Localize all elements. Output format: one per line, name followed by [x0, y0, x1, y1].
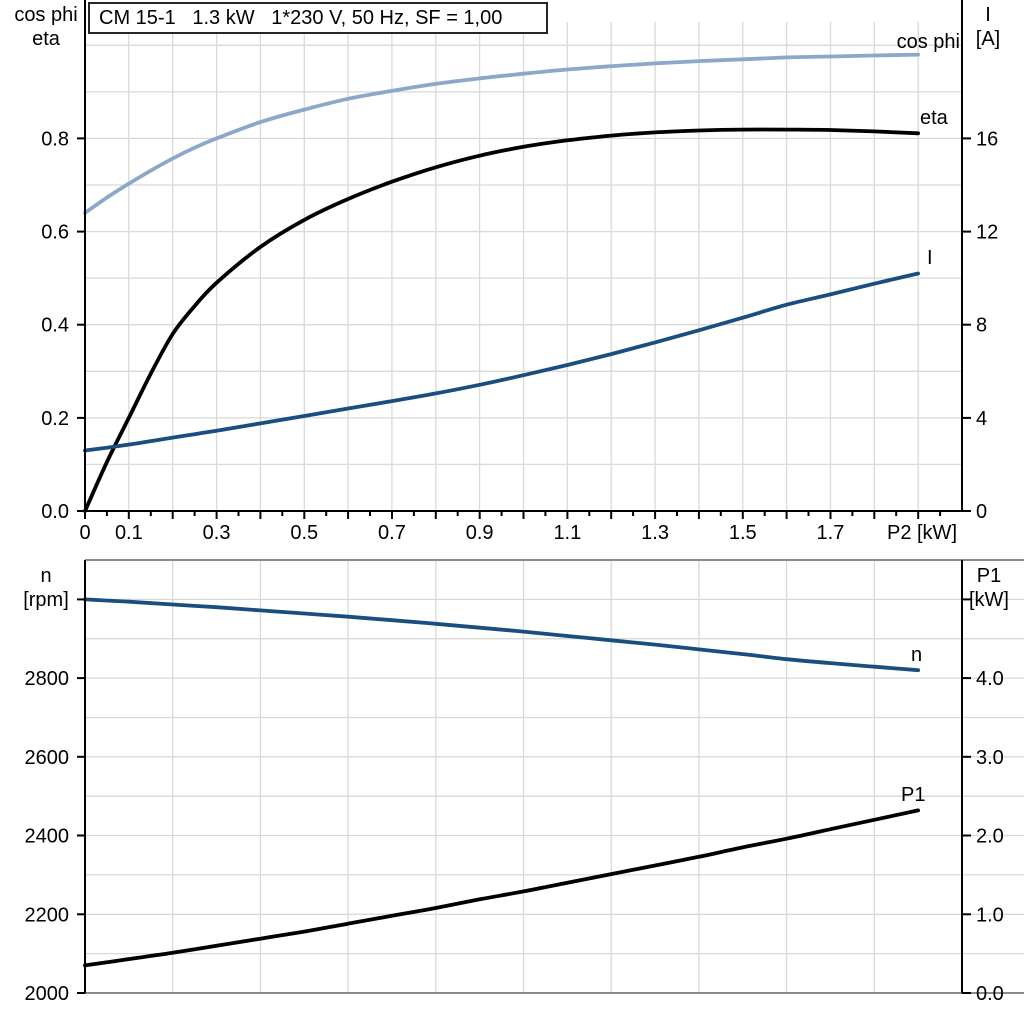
tick-label-right: 12	[976, 222, 998, 244]
axis-label-p1: P1	[976, 565, 1002, 587]
curve-eta	[83, 127, 920, 513]
tick-label-x: 0.1	[115, 522, 143, 544]
tick-label-left: 0.6	[41, 222, 69, 244]
axis-label-cosphi-eta: cos phi eta	[0, 3, 92, 51]
tick-label-right: 4.0	[976, 668, 1004, 690]
tick-label-x: 1.7	[817, 522, 845, 544]
axis-label-i-unit: [A]	[975, 28, 1001, 50]
tick-label-right: 1.0	[976, 904, 1004, 926]
tick-label-left: 0.8	[41, 128, 69, 150]
tick-label-x: 0.5	[290, 522, 318, 544]
tick-label-left: 0.4	[41, 315, 69, 337]
axis-label-power-in: P1 [kW]	[960, 564, 1018, 612]
tick-label-x: 1.5	[729, 522, 757, 544]
axis-label-current: I [A]	[964, 3, 1012, 51]
curve-label-cos-phi: cos phi	[897, 31, 960, 53]
curve-label-n: n	[911, 644, 922, 666]
curve-label-eta: eta	[920, 107, 949, 129]
tick-label-x: 1.3	[641, 522, 669, 544]
curve-cos-phi	[83, 52, 920, 215]
curve-i	[83, 271, 920, 453]
axis-label-cos-phi: cos phi	[14, 4, 78, 26]
tick-label-right: 4	[976, 408, 987, 430]
tick-label-right: 3.0	[976, 747, 1004, 769]
tick-label-left: 0.0	[41, 501, 69, 523]
tick-label-left: 2200	[25, 904, 70, 926]
axis-label-n: n	[40, 565, 52, 587]
tick-label-left: 2000	[25, 983, 70, 1005]
curve-label-p1: P1	[901, 784, 925, 806]
axis-label-speed: n [rpm]	[0, 564, 92, 612]
tick-label-right: 16	[976, 128, 998, 150]
curve-n	[83, 597, 920, 673]
tick-label-left: 2600	[25, 747, 70, 769]
axis-label-eta: eta	[32, 28, 60, 50]
curve-label-i: I	[927, 247, 933, 269]
tick-label-right: 0	[976, 501, 987, 523]
tick-label-x: 0.3	[203, 522, 231, 544]
tick-label-left: 2400	[25, 826, 70, 848]
curve-p1	[83, 808, 920, 968]
axis-label-n-unit: [rpm]	[23, 589, 69, 611]
tick-label-right: 0.0	[976, 983, 1004, 1005]
axis-label-i: I	[985, 4, 991, 26]
tick-label-x: 1.1	[553, 522, 581, 544]
chart-title: CM 15-1 1.3 kW 1*230 V, 50 Hz, SF = 1,00	[88, 2, 548, 34]
tick-label-x: 0.7	[378, 522, 406, 544]
tick-label-x: 0	[79, 522, 90, 544]
tick-label-left: 2800	[25, 668, 70, 690]
tick-label-x: 0.9	[466, 522, 494, 544]
x-axis-title: P2 [kW]	[887, 522, 957, 544]
axis-label-p1-unit: [kW]	[969, 589, 1009, 611]
tick-label-right: 2.0	[976, 826, 1004, 848]
tick-label-right: 8	[976, 315, 987, 337]
tick-label-left: 0.2	[41, 408, 69, 430]
